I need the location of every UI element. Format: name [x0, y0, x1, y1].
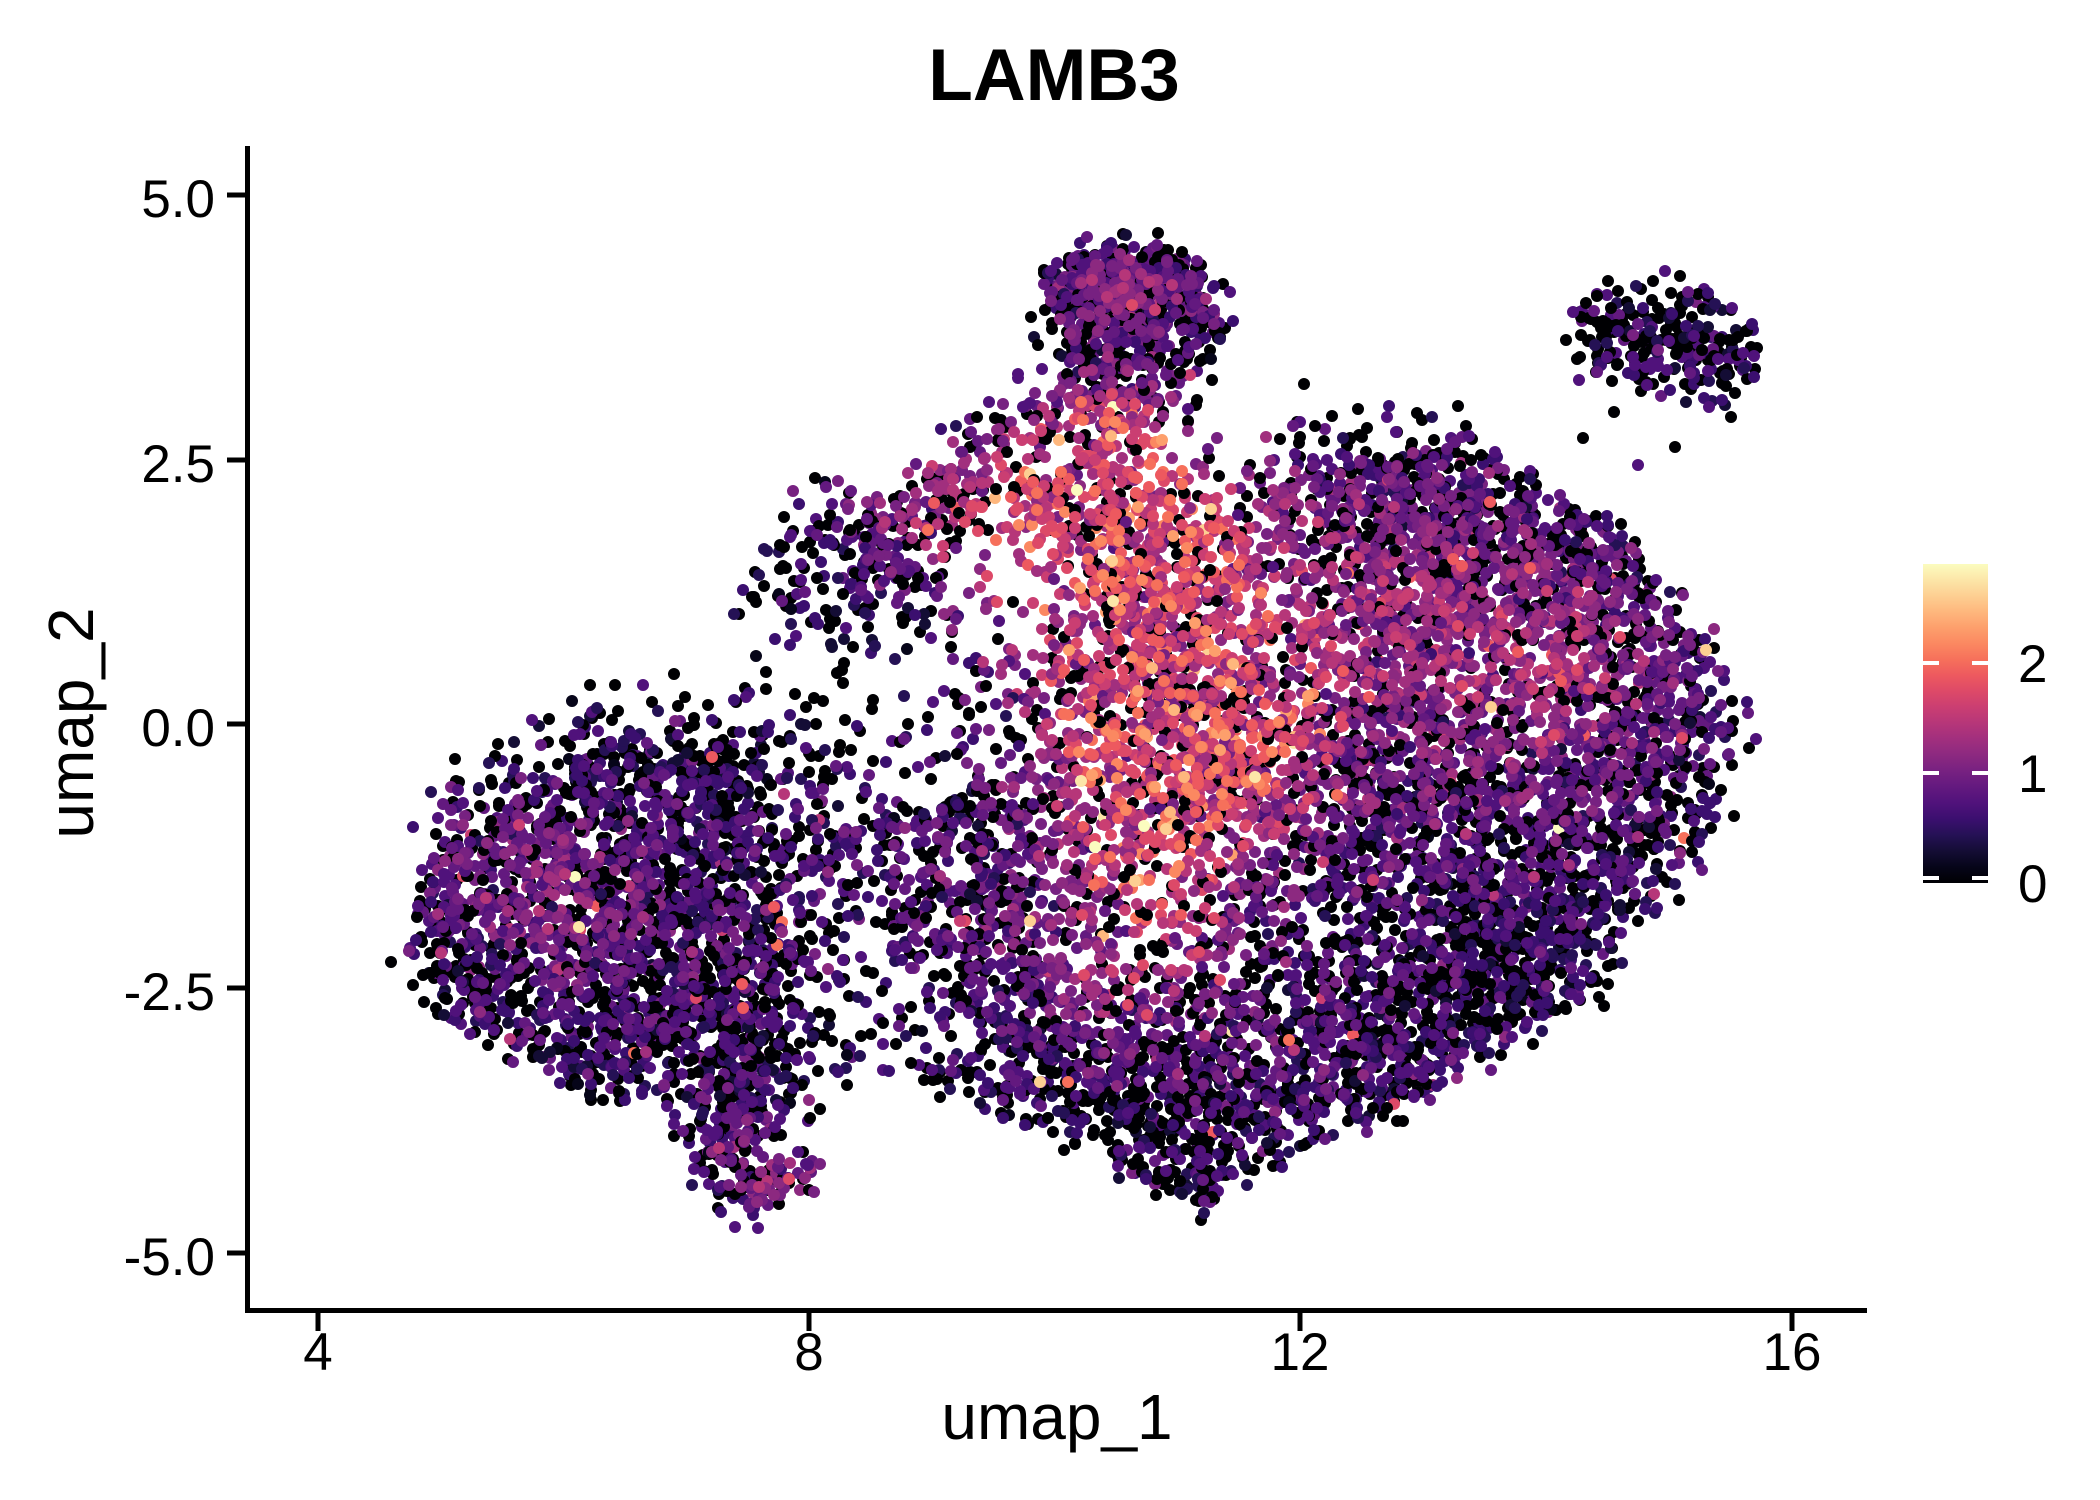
svg-text:2: 2	[2018, 635, 2047, 694]
svg-text:umap_2: umap_2	[35, 607, 107, 838]
svg-text:2.5: 2.5	[141, 435, 215, 494]
svg-text:umap_1: umap_1	[941, 1381, 1172, 1453]
svg-text:LAMB3: LAMB3	[928, 35, 1179, 116]
svg-text:5.0: 5.0	[141, 170, 215, 229]
svg-text:4: 4	[303, 1323, 332, 1382]
svg-text:16: 16	[1763, 1323, 1822, 1382]
svg-text:1: 1	[2018, 745, 2047, 804]
svg-text:-5.0: -5.0	[124, 1228, 215, 1287]
svg-text:-2.5: -2.5	[124, 963, 215, 1022]
svg-text:8: 8	[794, 1323, 823, 1382]
svg-text:0: 0	[2018, 855, 2047, 914]
svg-text:12: 12	[1271, 1323, 1330, 1382]
svg-text:0.0: 0.0	[141, 699, 215, 758]
